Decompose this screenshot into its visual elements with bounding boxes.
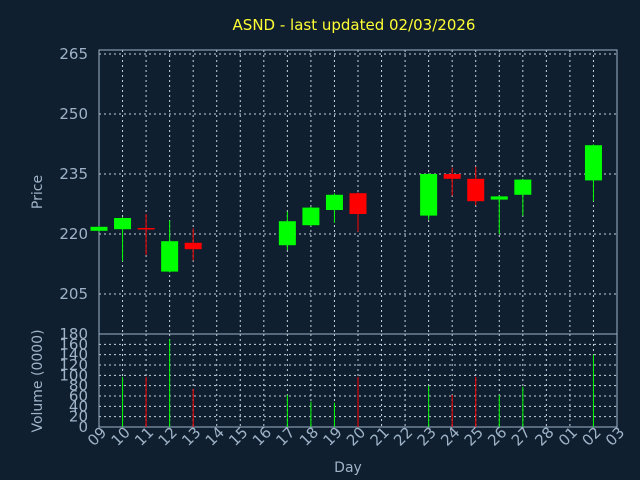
price-axis-label: Price: [30, 175, 46, 209]
candle-body: [184, 242, 202, 250]
candle-body: [114, 218, 132, 230]
chart-title: ASND - last updated 02/03/2026: [233, 16, 476, 34]
price-y-axis: 205 220 235 250 265: [59, 45, 88, 303]
volume-tick-label: 20: [69, 408, 88, 426]
price-candles: [90, 144, 602, 273]
x-axis-label: Day: [334, 460, 362, 476]
x-axis: 0910111213141516171819202122232425262728…: [84, 423, 628, 449]
price-grid: [99, 50, 617, 334]
volume-tick-label: 60: [69, 387, 88, 405]
candle-body: [443, 174, 461, 179]
candle-body: [161, 241, 179, 272]
volume-axis-label: Volume (0000): [30, 329, 46, 432]
candle-body: [584, 145, 602, 181]
volume-tick-label: 120: [59, 356, 88, 374]
candle-body: [420, 174, 438, 216]
candle-body: [514, 179, 532, 195]
price-tick-label: 235: [59, 165, 88, 183]
candle-body: [467, 178, 485, 202]
price-tick-label: 205: [59, 285, 88, 303]
volume-tick-label: 140: [59, 346, 88, 364]
price-tick-label: 265: [59, 45, 88, 63]
candle-body: [490, 196, 508, 200]
price-tick-label: 220: [59, 225, 88, 243]
candle-body: [90, 226, 108, 231]
volume-tick-label: 100: [59, 366, 88, 384]
volume-tick-label: 160: [59, 335, 88, 353]
candle-body: [302, 207, 320, 226]
candle-body: [278, 221, 296, 246]
volume-bars: [122, 339, 594, 427]
volume-tick-label: 80: [69, 377, 88, 395]
volume-tick-label: 40: [69, 397, 88, 415]
price-tick-label: 250: [59, 105, 88, 123]
volume-tick-label: 180: [59, 325, 88, 343]
candle-body: [137, 228, 155, 230]
volume-tick-label: 0: [78, 418, 88, 436]
candle-body: [349, 193, 367, 214]
candle-body: [325, 194, 343, 210]
